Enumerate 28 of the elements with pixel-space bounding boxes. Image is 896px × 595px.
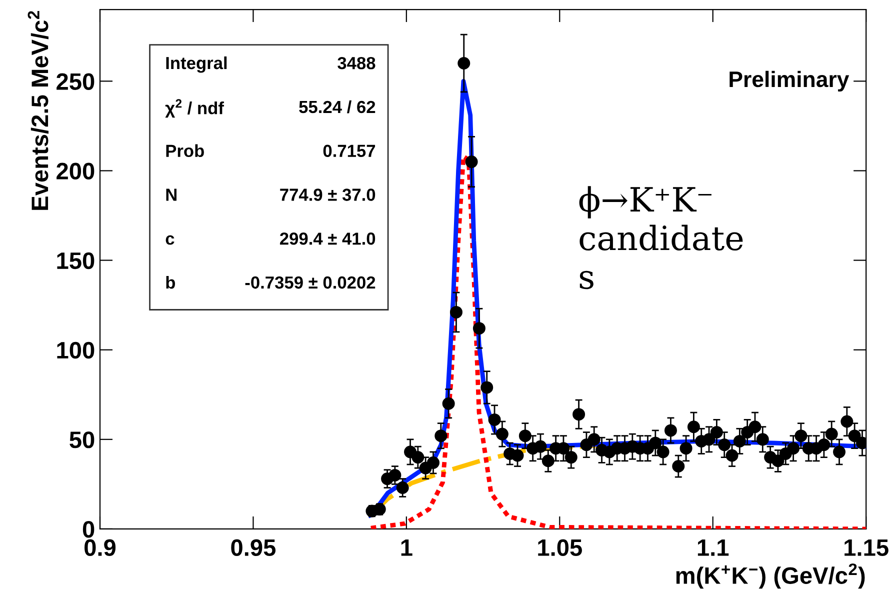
x-tick-label: 1.15 — [844, 540, 888, 556]
annotation: N — [166, 188, 176, 201]
annotation: ϕ→K⁺K⁻ candidate s — [579, 186, 743, 290]
annotation: 0.7157 — [323, 144, 376, 158]
annotation: b — [166, 276, 176, 289]
y-tick-label: 150 — [57, 252, 94, 270]
annotation: χ$^{2}$ / ndf — [165, 99, 224, 118]
x-tick-label: 1.1 — [698, 540, 729, 556]
annotation: Prob — [166, 144, 204, 158]
x-tick-label: 1 — [401, 540, 412, 556]
x-axis-title: m(K$^{+}$K$^{−}$) (GeV/c$^{2}$) — [676, 563, 865, 589]
y-tick-label: 50 — [70, 431, 94, 448]
annotation: -0.7359 ± 0.0202 — [245, 276, 376, 289]
annotation: c — [166, 235, 174, 245]
y-axis-title: Events/2.5 MeV/c$^{2}$ — [28, 11, 49, 210]
x-tick-label: 0.9 — [84, 539, 116, 556]
annotation: Preliminary — [730, 70, 850, 92]
annotation: 3488 — [338, 56, 376, 70]
y-tick-label: 250 — [56, 73, 94, 90]
y-tick-label: 0 — [82, 521, 94, 538]
y-tick-label: 100 — [57, 342, 94, 359]
annotation: Integral — [166, 56, 227, 73]
annotation: 774.9 ± 37.0 — [280, 188, 376, 201]
x-tick-label: 0.95 — [231, 539, 276, 556]
x-tick-label: 1.05 — [538, 539, 582, 556]
annotation: 299.4 ± 41.0 — [280, 232, 376, 245]
y-tick-label: 200 — [56, 162, 94, 180]
annotation: 55.24 / 62 — [299, 100, 376, 114]
